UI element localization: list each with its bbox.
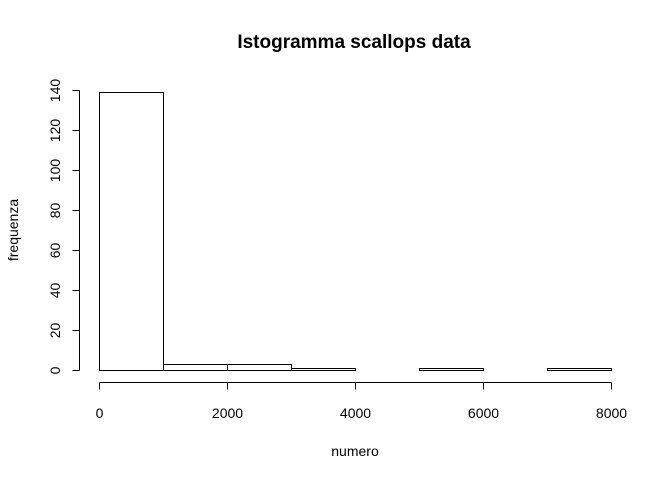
y-tick-label: 20 [47, 323, 63, 339]
histogram-bar-3 [227, 364, 292, 371]
x-tick-label: 4000 [340, 405, 371, 421]
x-tick-label: 0 [96, 405, 104, 421]
histogram-bar-2 [163, 364, 228, 371]
y-axis: 0 20 40 60 80 100 120 140 [47, 79, 80, 374]
histogram-bar-1 [99, 92, 164, 371]
y-axis-label: frequenza [5, 199, 21, 261]
y-tick-label: 140 [47, 79, 63, 103]
x-axis: 0 2000 4000 6000 8000 [96, 382, 627, 421]
x-axis-label: numero [331, 443, 379, 459]
histogram-bar-8 [547, 368, 612, 371]
x-tick-label: 2000 [212, 405, 243, 421]
histogram-bar-6 [419, 368, 484, 371]
y-tick-label: 80 [47, 203, 63, 219]
histogram-bar-4 [291, 368, 356, 371]
bars-group [99, 92, 612, 371]
y-tick-label: 120 [47, 119, 63, 143]
y-tick-label: 0 [47, 366, 63, 374]
x-tick-label: 6000 [468, 405, 499, 421]
y-tick-label: 100 [47, 159, 63, 183]
x-tick-label: 8000 [596, 405, 627, 421]
y-tick-label: 60 [47, 243, 63, 259]
y-tick-label: 40 [47, 283, 63, 299]
chart-title: Istogramma scallops data [237, 32, 471, 53]
